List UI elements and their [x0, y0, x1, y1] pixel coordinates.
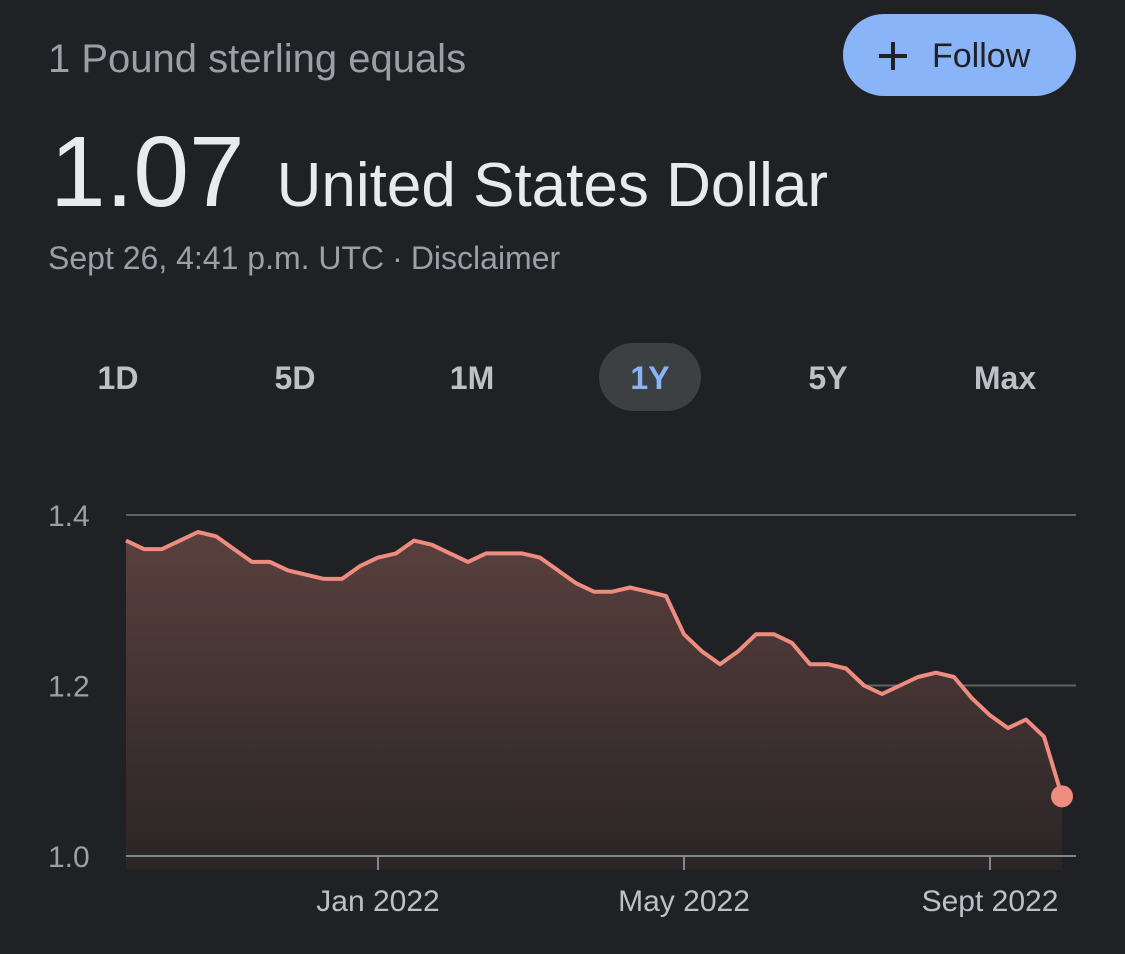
x-tick-label: Sept 2022 — [922, 885, 1059, 918]
rate-unit: United States Dollar — [277, 151, 828, 220]
range-tab[interactable]: 1M — [450, 360, 494, 396]
follow-button[interactable]: Follow — [843, 14, 1076, 96]
range-tab[interactable]: Max — [974, 360, 1036, 396]
area-fill — [126, 532, 1062, 870]
range-tab[interactable]: 5D — [275, 360, 316, 396]
range-tab[interactable]: 5Y — [808, 360, 847, 396]
plus-icon — [879, 42, 907, 70]
range-tab[interactable]: 1Y — [630, 360, 669, 396]
range-tabs: 1D 5D 1M 1Y 5Y Max — [98, 343, 1036, 411]
follow-label[interactable]: Follow — [932, 37, 1031, 75]
subtitle: 1 Pound sterling equals — [48, 37, 466, 81]
timestamp: Sept 26, 4:41 p.m. UTC — [48, 240, 384, 276]
y-tick-label: 1.0 — [48, 841, 90, 874]
separator: · — [392, 240, 403, 276]
chart: 1.0 1.2 1.4 Jan 2022 May 2022 Sept 2022 — [48, 500, 1076, 918]
range-tab[interactable]: 1D — [98, 360, 139, 396]
follow-button-bg[interactable] — [843, 14, 1076, 96]
range-tab-selected-bg[interactable] — [599, 343, 701, 411]
price-line — [125, 530, 1064, 797]
rate-value: 1.07 — [50, 116, 245, 228]
y-tick-label: 1.2 — [48, 671, 90, 704]
end-point — [1051, 785, 1073, 808]
disclaimer[interactable]: Disclaimer — [411, 240, 561, 276]
rate: 1.07 United States Dollar — [50, 116, 828, 228]
timestamp-line: Sept 26, 4:41 p.m. UTC · Disclaimer — [48, 240, 561, 276]
x-tick-label: May 2022 — [618, 885, 750, 918]
y-tick-label: 1.4 — [48, 500, 90, 533]
x-tick-label: Jan 2022 — [316, 885, 439, 918]
